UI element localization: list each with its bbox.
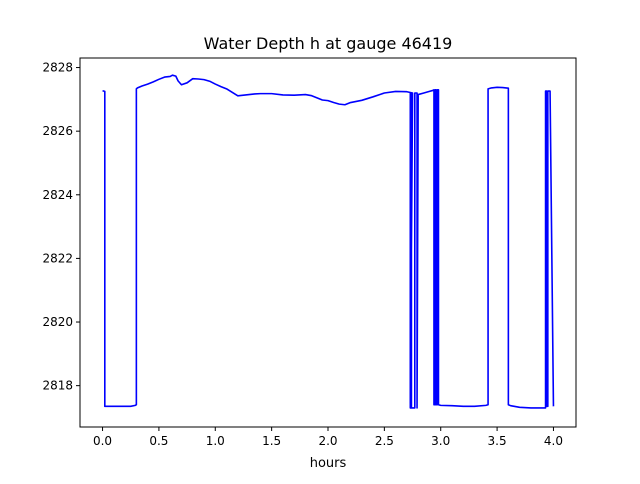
x-tick-label: 2.5 <box>375 434 394 448</box>
y-tick-label: 2826 <box>42 124 73 138</box>
y-tick-label: 2828 <box>42 61 73 75</box>
x-tick-label: 4.0 <box>544 434 563 448</box>
x-tick-label: 2.0 <box>318 434 337 448</box>
y-axis: 2818 2820 2822 2824 2826 2828 <box>42 61 80 393</box>
plot-area <box>102 74 555 409</box>
chart-title: Water Depth h at gauge 46419 <box>204 34 453 53</box>
x-tick-label: 0.5 <box>149 434 168 448</box>
x-tick-label: 0.0 <box>93 434 112 448</box>
x-axis-label: hours <box>310 456 347 471</box>
y-tick-label: 2822 <box>42 251 73 265</box>
plot-frame <box>79 57 577 428</box>
x-tick-label: 3.0 <box>431 434 450 448</box>
x-tick-label: 1.5 <box>262 434 281 448</box>
x-axis: 0.0 0.5 1.0 1.5 2.0 2.5 3.0 3.5 4.0 <box>93 427 563 448</box>
y-tick-label: 2824 <box>42 188 73 202</box>
x-tick-label: 3.5 <box>488 434 507 448</box>
x-tick-label: 1.0 <box>206 434 225 448</box>
series-line <box>102 74 555 409</box>
y-tick-label: 2820 <box>42 315 73 329</box>
y-tick-label: 2818 <box>42 379 73 393</box>
